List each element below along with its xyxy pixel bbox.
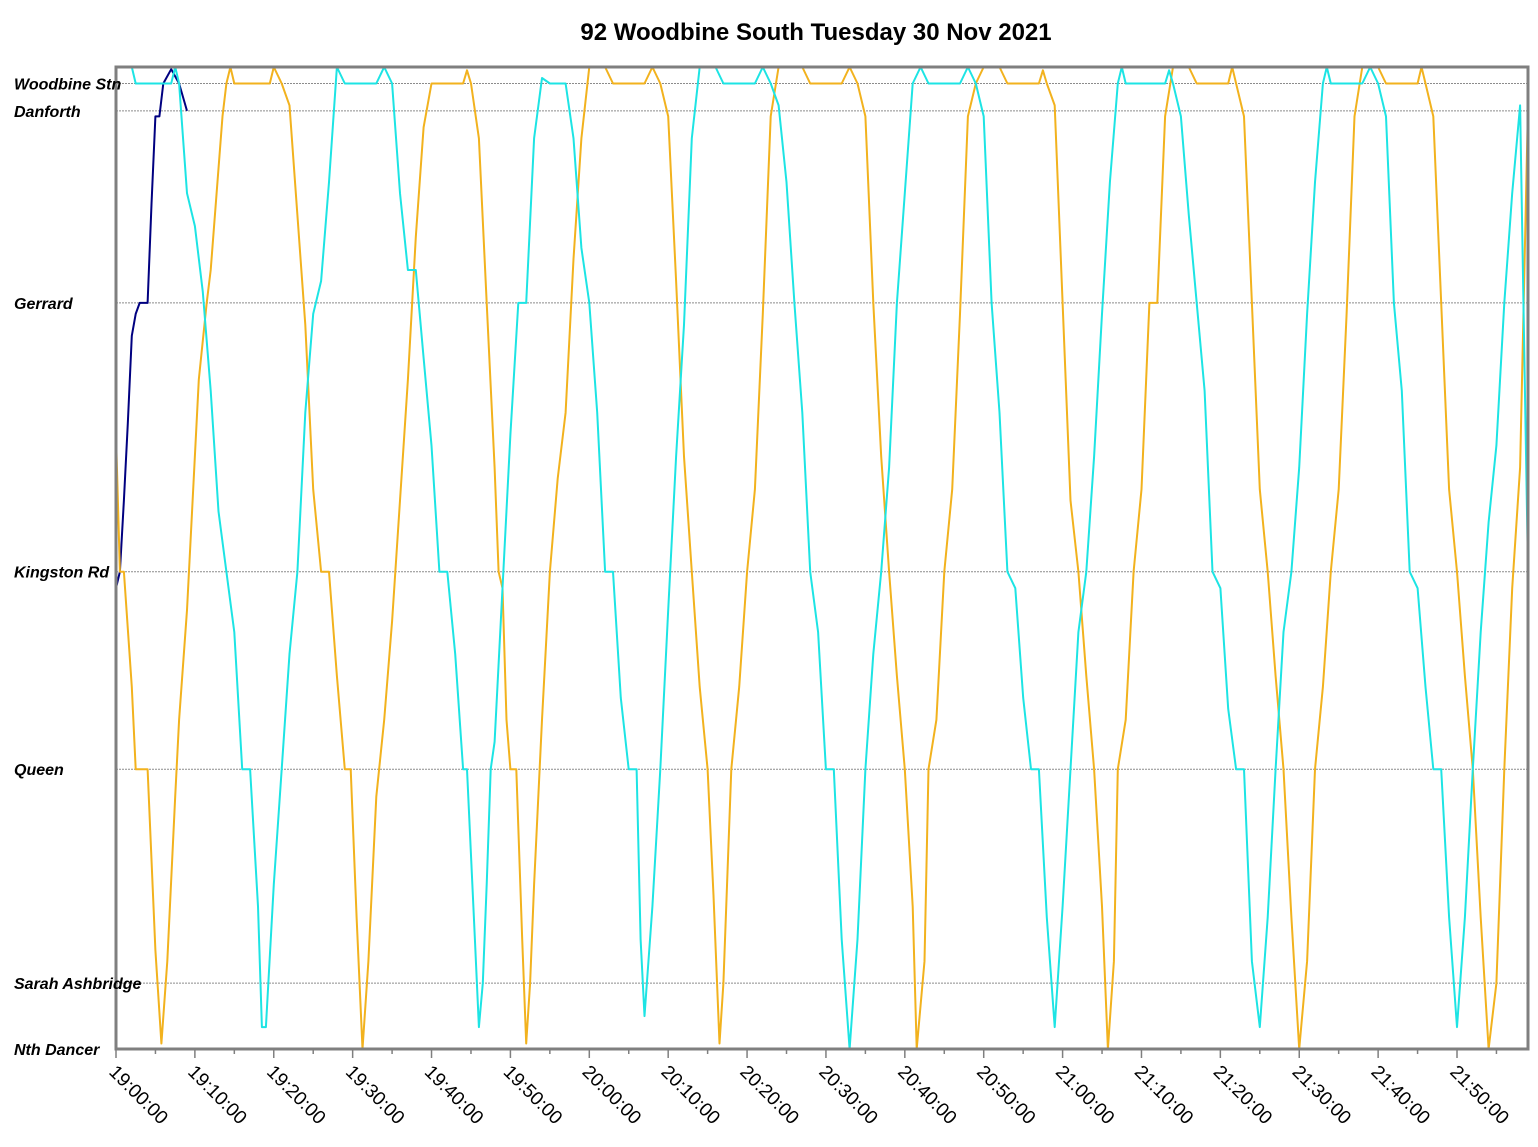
- series-line: [116, 66, 1529, 1050]
- stop-label: Sarah Ashbridge: [14, 976, 142, 993]
- stop-label: Woodbine Stn: [14, 76, 121, 93]
- series-layer: [115, 66, 1529, 1050]
- plot-frame: [114, 65, 1530, 1051]
- stop-label: Kingston Rd: [14, 565, 110, 582]
- series-line: [115, 68, 188, 589]
- chart-title: 92 Woodbine South Tuesday 30 Nov 2021: [580, 19, 1051, 46]
- stop-label: Danforth: [14, 104, 81, 121]
- stop-label: Gerrard: [14, 296, 74, 313]
- stop-labels: Woodbine Stn Danforth Gerrard Kingston Rd Qu…: [14, 76, 142, 1059]
- stop-label: Queen: [14, 762, 64, 779]
- stop-label: Nth Dancer: [14, 1042, 100, 1059]
